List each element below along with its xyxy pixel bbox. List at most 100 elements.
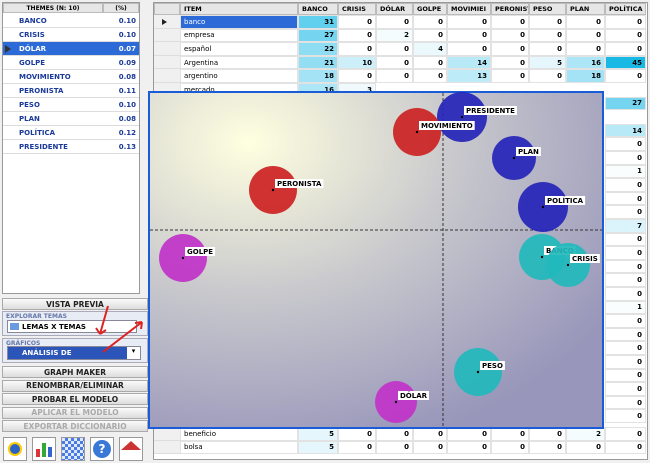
value-cell[interactable]: 14 [605,123,646,138]
value-cell[interactable]: 0 [413,55,447,70]
value-cell[interactable]: 0 [605,191,646,206]
theme-share[interactable]: 0.13 [103,140,139,154]
theme-share[interactable]: 0.12 [103,126,139,140]
icon-button[interactable]: ? [90,437,114,461]
column-header[interactable]: PERONIST [491,3,529,15]
theme-share[interactable]: 0.07 [103,42,139,56]
value-cell[interactable]: 45 [605,55,646,70]
value-cell[interactable]: 0 [338,42,376,56]
icon-button[interactable] [61,437,85,461]
value-cell[interactable]: 0 [529,15,566,29]
theme-name[interactable]: PRESIDENTE [3,140,103,154]
theme-name[interactable]: PLAN [3,112,103,126]
value-cell[interactable]: 0 [376,440,413,455]
preview-button[interactable]: VISTA PREVIA [2,298,148,310]
value-cell[interactable]: 0 [338,15,376,29]
value-cell[interactable]: 7 [605,219,646,233]
value-cell[interactable]: 16 [566,55,605,70]
icon-button[interactable] [119,437,143,461]
value-cell[interactable]: 5 [529,55,566,70]
value-cell[interactable]: 0 [491,15,529,29]
value-cell[interactable]: 14 [447,55,491,70]
charts-dropdown[interactable]: ANÁLISIS DE [7,346,141,360]
value-cell[interactable]: 18 [566,69,605,83]
value-cell[interactable]: 0 [566,440,605,455]
value-cell[interactable]: 0 [491,427,529,441]
value-cell[interactable]: 0 [447,440,491,455]
value-cell[interactable]: 0 [605,368,646,383]
theme-share[interactable]: 0.08 [103,112,139,126]
column-header[interactable]: BANCO [298,3,338,15]
value-cell[interactable]: 0 [491,28,529,43]
value-cell[interactable]: 0 [605,178,646,192]
theme-share[interactable]: 0.09 [103,56,139,70]
value-cell[interactable]: 0 [605,355,646,369]
value-cell[interactable]: 0 [447,427,491,441]
action-button[interactable]: GRAPH MAKER [2,366,148,378]
theme-share[interactable]: 0.10 [103,28,139,42]
value-cell[interactable]: 0 [605,440,646,455]
value-cell[interactable]: 0 [605,314,646,328]
value-cell[interactable]: 0 [529,427,566,441]
item-cell[interactable]: Argentina [180,55,298,70]
theme-name[interactable]: PERONISTA [3,84,103,98]
column-header[interactable]: ITEM [180,3,298,15]
theme-name[interactable]: POLÍTICA [3,126,103,140]
value-cell[interactable]: 0 [338,69,376,83]
value-cell[interactable]: 0 [447,42,491,56]
value-cell[interactable]: 0 [491,42,529,56]
value-cell[interactable]: 0 [376,42,413,56]
value-cell[interactable]: 0 [529,69,566,83]
item-cell[interactable]: bolsa [180,440,298,455]
value-cell[interactable]: 5 [298,440,338,455]
value-cell[interactable]: 0 [376,427,413,441]
value-cell[interactable]: 0 [566,42,605,56]
value-cell[interactable]: 0 [605,137,646,151]
value-cell[interactable]: 0 [529,42,566,56]
value-cell[interactable]: 0 [376,69,413,83]
value-cell[interactable]: 0 [605,273,646,287]
value-cell[interactable]: 0 [338,28,376,43]
theme-name[interactable]: GOLPE [3,56,103,70]
value-cell[interactable]: 1 [605,164,646,179]
icon-button[interactable] [32,437,56,461]
theme-name[interactable]: CRISIS [3,28,103,42]
value-cell[interactable]: 27 [605,96,646,111]
theme-share[interactable]: 0.10 [103,14,139,28]
value-cell[interactable]: 0 [605,395,646,410]
theme-name[interactable]: BANCO [3,14,103,28]
value-cell[interactable]: 0 [605,287,646,301]
value-cell[interactable]: 0 [605,427,646,441]
value-cell[interactable]: 31 [298,15,338,29]
column-header[interactable]: GOLPE [413,3,447,15]
item-cell[interactable]: empresa [180,28,298,43]
value-cell[interactable]: 1 [605,300,646,315]
value-cell[interactable]: 0 [605,341,646,355]
icon-button[interactable] [3,437,27,461]
theme-share[interactable]: 0.10 [103,98,139,112]
value-cell[interactable]: 13 [447,69,491,83]
value-cell[interactable]: 0 [605,246,646,260]
value-cell[interactable]: 0 [376,55,413,70]
value-cell[interactable]: 10 [338,55,376,70]
value-cell[interactable]: 0 [605,69,646,83]
column-header[interactable]: CRISIS [338,3,376,15]
value-cell[interactable]: 0 [605,151,646,165]
value-cell[interactable]: 0 [605,15,646,29]
value-cell[interactable]: 0 [566,15,605,29]
value-cell[interactable]: 0 [605,42,646,56]
column-header[interactable]: DÓLAR [376,3,413,15]
column-header[interactable]: MOVIMIEI [447,3,491,15]
theme-name[interactable]: PESO [3,98,103,112]
item-cell[interactable]: beneficio [180,427,298,441]
value-cell[interactable]: 0 [413,15,447,29]
value-cell[interactable]: 0 [447,15,491,29]
value-cell[interactable]: 27 [298,28,338,43]
item-cell[interactable]: argentino [180,69,298,83]
value-cell[interactable]: 0 [338,427,376,441]
action-button[interactable]: EXPORTAR DICCIONARIO [2,420,148,432]
item-cell[interactable]: banco [180,15,298,29]
value-cell[interactable]: 0 [491,69,529,83]
value-cell[interactable]: 4 [413,42,447,56]
value-cell[interactable]: 2 [376,28,413,43]
